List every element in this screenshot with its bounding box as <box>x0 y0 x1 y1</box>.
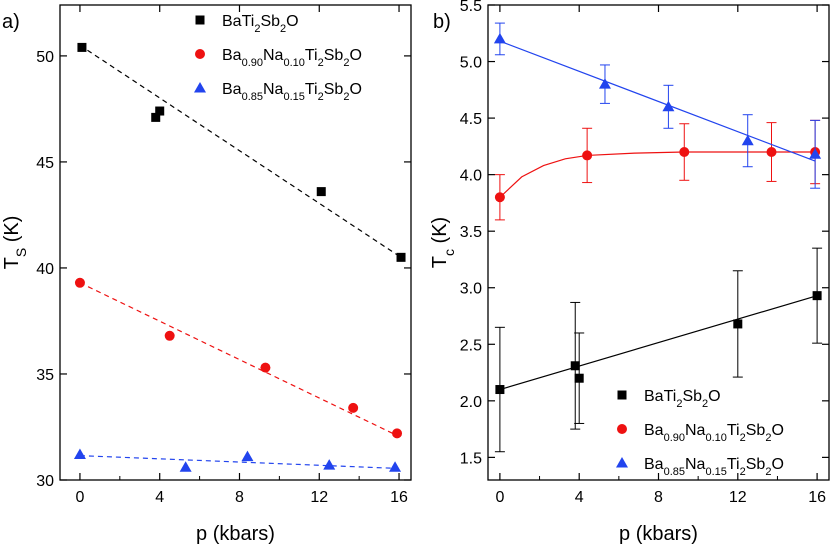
legend-label: Ba0.90Na0.10Ti2Sb2O <box>222 47 362 69</box>
data-point <box>164 330 175 341</box>
data-point <box>766 147 777 158</box>
data-point <box>574 373 584 383</box>
series-triangle <box>73 448 402 472</box>
data-point <box>73 448 86 460</box>
x-axis-label: p (kbars) <box>196 523 275 545</box>
x-axis-label: p (kbars) <box>619 523 698 545</box>
y-tick-label: 2.5 <box>460 337 482 354</box>
data-point <box>392 428 403 439</box>
data-point <box>241 450 254 462</box>
x-tick-label: 16 <box>808 489 826 506</box>
panel-label-a: a) <box>2 11 20 33</box>
legend-marker <box>617 424 627 434</box>
data-point <box>179 461 192 472</box>
data-point <box>151 112 161 122</box>
data-point <box>389 461 402 472</box>
y-tick-label: 3.0 <box>460 281 482 298</box>
data-point <box>741 134 754 146</box>
x-tick-label: 8 <box>235 489 244 506</box>
data-point <box>348 402 359 413</box>
series-triangle <box>493 22 822 189</box>
data-point <box>323 459 336 470</box>
legend-label: BaTi2Sb2O <box>222 13 299 35</box>
y-tick-label: 4.5 <box>460 111 482 128</box>
data-point <box>809 148 822 159</box>
data-point <box>733 319 743 329</box>
data-point <box>812 291 822 301</box>
x-tick-label: 0 <box>495 489 504 506</box>
data-point <box>77 42 87 52</box>
x-tick-label: 0 <box>75 489 84 506</box>
fit-line <box>499 40 816 162</box>
plot-frame <box>487 4 830 481</box>
data-point <box>260 362 271 373</box>
legend-marker <box>195 15 205 25</box>
legend-marker <box>617 390 627 400</box>
data-point <box>493 32 506 44</box>
x-tick-label: 12 <box>729 489 747 506</box>
x-tick-label: 4 <box>575 489 584 506</box>
series-circle <box>74 277 403 439</box>
y-axis-label: TS (K) <box>1 216 29 270</box>
y-tick-label: 5.0 <box>460 55 482 72</box>
data-point <box>662 100 675 112</box>
panel-label-b: b) <box>433 11 451 33</box>
fit-line <box>499 295 818 391</box>
data-point <box>155 106 165 116</box>
fit-line <box>79 44 402 258</box>
y-tick-label: 4.0 <box>460 168 482 185</box>
fit-curve <box>499 151 816 198</box>
y-tick-label: 40 <box>36 261 54 278</box>
series-circle <box>494 119 821 221</box>
plot-frame <box>59 4 412 481</box>
series-square <box>494 247 823 453</box>
data-point <box>74 277 85 288</box>
y-tick-label: 2.0 <box>460 394 482 411</box>
data-point <box>679 147 690 158</box>
y-tick-label: 1.5 <box>460 450 482 467</box>
legend-label: Ba0.90Na0.10Ti2Sb2O <box>644 422 784 444</box>
x-tick-label: 8 <box>654 489 663 506</box>
data-point <box>396 252 406 262</box>
y-tick-label: 30 <box>36 473 54 490</box>
y-tick-label: 45 <box>36 155 54 172</box>
fit-line <box>79 282 398 437</box>
data-point <box>570 361 580 371</box>
x-tick-label: 4 <box>155 489 164 506</box>
legend-label: Ba0.85Na0.15Ti2Sb2O <box>644 456 784 478</box>
x-tick-label: 16 <box>390 489 408 506</box>
legend-label: Ba0.85Na0.15Ti2Sb2O <box>222 81 362 103</box>
legend-marker <box>616 457 628 468</box>
data-point <box>582 150 593 161</box>
y-tick-label: 3.5 <box>460 224 482 241</box>
series-square <box>77 42 406 262</box>
y-tick-label: 50 <box>36 49 54 66</box>
panel-a-chart: 0 4 8 12 16 30 35 40 45 50 p (kbars) TS (K) BaTi2Sb2… <box>1 4 412 545</box>
panel-b-chart: 0 4 8 12 16 1.5 2.0 2.5 3.0 3.5 4.0 4.5 5.0 5.5 p (kba… <box>429 0 830 545</box>
legend-label: BaTi2Sb2O <box>644 388 721 410</box>
data-point <box>598 78 611 89</box>
y-axis-label: Tc (K) <box>429 217 457 268</box>
y-tick-label: 5.5 <box>460 0 482 15</box>
data-point <box>316 187 326 197</box>
legend-marker <box>194 82 206 93</box>
data-point <box>494 192 505 203</box>
x-tick-label: 12 <box>310 489 328 506</box>
legend-marker <box>195 49 205 59</box>
y-tick-label: 35 <box>36 367 54 384</box>
data-point <box>495 385 505 395</box>
fit-line <box>79 455 396 469</box>
